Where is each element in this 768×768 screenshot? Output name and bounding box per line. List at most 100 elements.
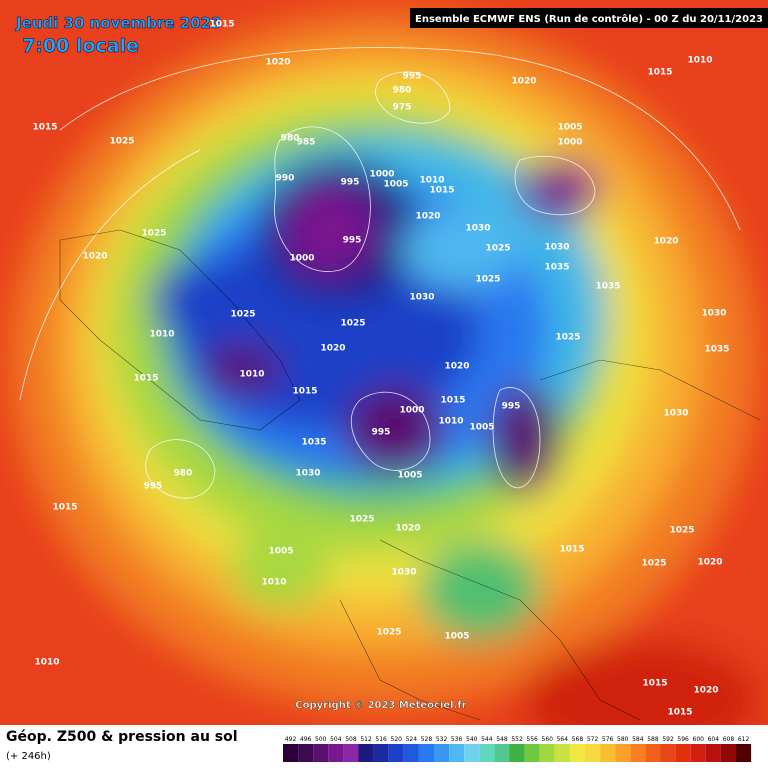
- pressure-label: 1010: [438, 417, 463, 427]
- pressure-label: 1025: [141, 229, 166, 239]
- pressure-label: 1035: [301, 438, 326, 448]
- scale-swatch: [705, 744, 721, 762]
- scale-swatch: [569, 744, 585, 762]
- scale-label: 612: [738, 736, 750, 743]
- scale-swatch: [736, 744, 752, 762]
- scale-swatch: [675, 744, 691, 762]
- pressure-label: 1020: [82, 252, 107, 262]
- scale-label: 584: [632, 736, 644, 743]
- pressure-label: 985: [297, 138, 316, 148]
- isobars: [19, 47, 741, 499]
- scale-label: 604: [708, 736, 720, 743]
- pressure-label: 995: [502, 402, 521, 412]
- pressure-label: 1020: [265, 58, 290, 68]
- pressure-label: 1020: [444, 362, 469, 372]
- pressure-label: 1025: [555, 333, 580, 343]
- scale-swatch: [630, 744, 646, 762]
- scale-label: 596: [677, 736, 689, 743]
- scale-label: 572: [587, 736, 599, 743]
- scale-label: 600: [693, 736, 705, 743]
- pressure-label: 995: [341, 178, 360, 188]
- pressure-label: 1035: [704, 345, 729, 355]
- pressure-label: 1015: [647, 68, 672, 78]
- scale-label: 536: [451, 736, 463, 743]
- geopotential-field: [0, 0, 768, 725]
- pressure-label: 1015: [209, 20, 234, 30]
- scale-swatch: [479, 744, 495, 762]
- scale-swatch: [418, 744, 434, 762]
- pressure-label: 980: [174, 469, 193, 479]
- scale-swatch: [585, 744, 601, 762]
- pressure-label: 1020: [693, 686, 718, 696]
- scale-swatch: [600, 744, 616, 762]
- pressure-label: 1005: [444, 632, 469, 642]
- pressure-label: 1015: [32, 123, 57, 133]
- pressure-label: 1025: [641, 559, 666, 569]
- scale-swatch: [298, 744, 314, 762]
- pressure-label: 1025: [475, 275, 500, 285]
- pressure-label: 1005: [383, 180, 408, 190]
- pressure-label: 1020: [653, 237, 678, 247]
- lead-time: (+ 246h): [6, 751, 51, 762]
- pressure-label: 1030: [663, 409, 688, 419]
- pressure-label: 1005: [397, 471, 422, 481]
- pressure-label: 980: [281, 134, 300, 144]
- scale-label: 500: [315, 736, 327, 743]
- scale-swatch: [690, 744, 706, 762]
- pressure-label: 1035: [544, 263, 569, 273]
- pressure-label: 1020: [320, 344, 345, 354]
- pressure-label: 1020: [697, 558, 722, 568]
- scale-swatch: [554, 744, 570, 762]
- pressure-labels: 1015101010151020995980975102010151025100…: [32, 20, 729, 718]
- pressure-label: 1000: [289, 254, 314, 264]
- scale-label: 496: [300, 736, 312, 743]
- scale-label: 532: [436, 736, 448, 743]
- pressure-label: 1015: [440, 396, 465, 406]
- pressure-label: 1035: [595, 282, 620, 292]
- scale-label: 548: [496, 736, 508, 743]
- run-banner: [410, 8, 768, 28]
- pressure-label: 1025: [376, 628, 401, 638]
- scale-label: 516: [375, 736, 387, 743]
- scale-swatch: [373, 744, 389, 762]
- scale-label: 560: [542, 736, 554, 743]
- scale-swatch: [645, 744, 661, 762]
- scale-swatch: [494, 744, 510, 762]
- pressure-label: 1025: [340, 319, 365, 329]
- scale-swatch: [434, 744, 450, 762]
- pressure-label: 995: [372, 428, 391, 438]
- scale-label: 512: [360, 736, 372, 743]
- color-scale: 492 496 500 504 508 512 516 520 524 528 532 536 540 5…: [283, 736, 752, 762]
- footer-title: Géop. Z500 & pression au sol: [6, 729, 238, 745]
- scale-swatch: [615, 744, 631, 762]
- pressure-label: 1015: [429, 186, 454, 196]
- local-time: 7:00 locale: [22, 35, 139, 57]
- pressure-label: 1000: [399, 406, 424, 416]
- pressure-label: 1025: [485, 244, 510, 254]
- scale-label: 608: [723, 736, 735, 743]
- scale-label: 528: [421, 736, 433, 743]
- pressure-label: 975: [393, 103, 412, 113]
- pressure-label: 1020: [395, 524, 420, 534]
- pressure-label: 995: [343, 236, 362, 246]
- pressure-label: 1030: [701, 309, 726, 319]
- scale-swatch: [328, 744, 344, 762]
- pressure-label: 1015: [667, 708, 692, 718]
- scale-swatch: [343, 744, 359, 762]
- scale-swatch: [509, 744, 525, 762]
- scale-label: 492: [285, 736, 297, 743]
- scale-label: 588: [647, 736, 659, 743]
- pressure-label: 1015: [559, 545, 584, 555]
- scale-swatch: [464, 744, 480, 762]
- pressure-label: 1030: [409, 293, 434, 303]
- pressure-label: 1010: [419, 176, 444, 186]
- scale-label: 552: [511, 736, 523, 743]
- pressure-label: 1025: [349, 515, 374, 525]
- pressure-label: 995: [403, 72, 422, 82]
- pressure-label: 1020: [511, 77, 536, 87]
- pressure-label: 1000: [369, 170, 394, 180]
- scale-swatch: [403, 744, 419, 762]
- scale-swatch: [358, 744, 374, 762]
- scale-label: 508: [345, 736, 357, 743]
- scale-label: 592: [662, 736, 674, 743]
